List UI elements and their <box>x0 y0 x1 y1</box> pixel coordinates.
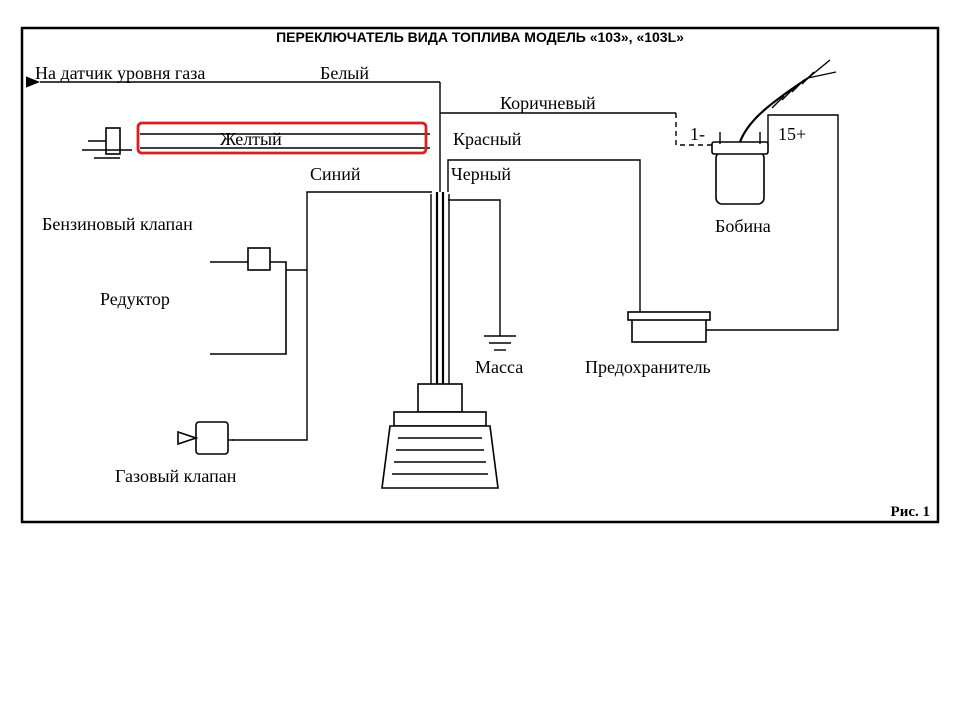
label-white: Белый <box>320 63 369 83</box>
label-bobina: Бобина <box>715 216 771 236</box>
label-black: Черный <box>451 164 511 184</box>
label-red: Красный <box>453 129 522 149</box>
label-15plus: 15+ <box>778 124 806 144</box>
label-yellow: Желтый <box>220 129 282 149</box>
label-blue: Синий <box>310 164 361 184</box>
label-fuse: Предохранитель <box>585 357 711 377</box>
label-gasv: Газовый клапан <box>115 466 237 486</box>
label-sensor: На датчик уровня газа <box>35 63 205 83</box>
label-mass: Масса <box>475 357 523 377</box>
label-1minus: 1- <box>690 124 705 144</box>
label-reduk: Редуктор <box>100 289 170 309</box>
reducer-icon <box>210 248 286 354</box>
figure-caption: Рис. 1 <box>891 504 930 520</box>
label-benz: Бензиновый клапан <box>42 214 193 234</box>
fuse-icon <box>628 312 710 342</box>
diagram-title: ПЕРЕКЛЮЧАТЕЛЬ ВИДА ТОПЛИВА МОДЕЛЬ «103»,… <box>276 29 684 45</box>
label-brown: Коричневый <box>500 93 596 113</box>
